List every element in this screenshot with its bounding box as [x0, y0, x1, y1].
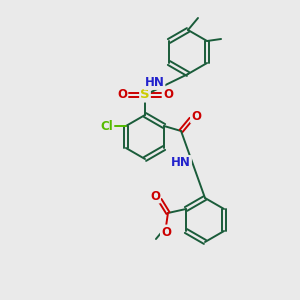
- Text: O: O: [163, 88, 173, 101]
- Text: HN: HN: [145, 76, 164, 89]
- Text: O: O: [117, 88, 127, 101]
- Text: O: O: [161, 226, 171, 238]
- Text: S: S: [140, 88, 150, 101]
- Text: O: O: [191, 110, 201, 122]
- Text: HN: HN: [171, 156, 191, 169]
- Text: Cl: Cl: [100, 119, 113, 133]
- Text: O: O: [150, 190, 160, 202]
